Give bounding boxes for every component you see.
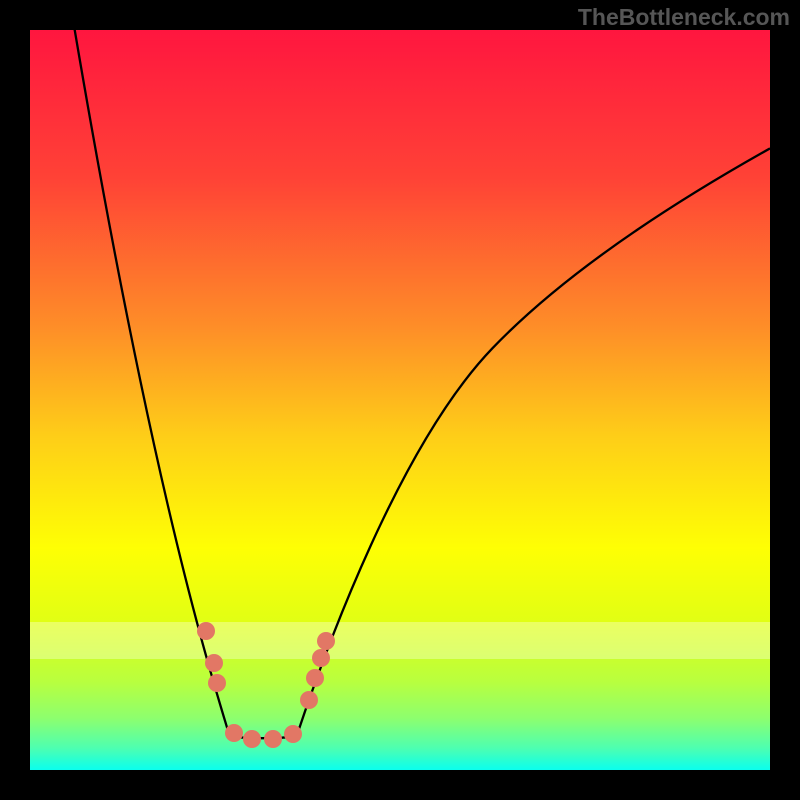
data-marker <box>197 622 215 640</box>
plot-area <box>30 30 770 770</box>
data-marker <box>317 632 335 650</box>
data-marker <box>264 730 282 748</box>
data-marker <box>205 654 223 672</box>
data-marker <box>208 674 226 692</box>
data-marker <box>300 691 318 709</box>
figure-root: TheBottleneck.com <box>0 0 800 800</box>
data-marker <box>312 649 330 667</box>
data-marker <box>284 725 302 743</box>
data-marker <box>225 724 243 742</box>
data-marker <box>243 730 261 748</box>
curve-layer <box>30 30 770 770</box>
watermark-text: TheBottleneck.com <box>578 4 790 31</box>
data-marker <box>306 669 324 687</box>
v-curve <box>68 30 770 738</box>
